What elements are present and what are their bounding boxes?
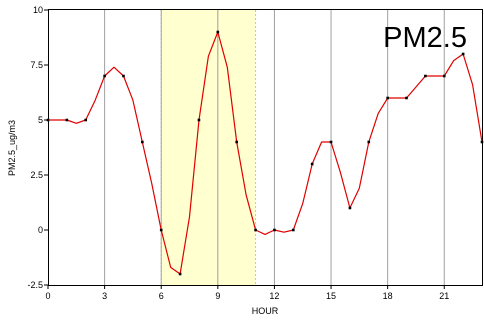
grid-layer — [104, 10, 445, 285]
x-tick-label: 6 — [159, 291, 164, 301]
chart-title: PM2.5 — [383, 22, 467, 54]
data-point — [178, 272, 182, 276]
data-point — [159, 228, 163, 232]
y-axis-label: PM2.5_ug/m3 — [7, 120, 17, 176]
x-tick-label: 3 — [102, 291, 107, 301]
data-point — [273, 228, 276, 232]
data-point — [216, 30, 220, 34]
highlight-band-layer — [160, 10, 257, 285]
x-tick-label: 12 — [269, 291, 279, 301]
data-point — [235, 140, 238, 144]
data-point — [84, 118, 88, 122]
x-axis-ticks: 0 3 6 9 12 15 18 21 — [45, 285, 449, 301]
data-point — [424, 74, 427, 78]
data-point — [329, 140, 333, 144]
series-layer — [46, 30, 484, 276]
data-point — [254, 228, 257, 232]
x-tick-label: 9 — [215, 291, 220, 301]
y-tick-label: -2.5 — [27, 280, 43, 290]
data-point — [405, 96, 408, 100]
highlight-band — [161, 10, 256, 285]
plot-frame — [48, 9, 483, 286]
data-point — [386, 96, 389, 100]
x-tick-label: 15 — [326, 291, 336, 301]
y-tick-label: 5 — [38, 115, 43, 125]
x-tick-label: 0 — [45, 291, 50, 301]
data-point — [141, 140, 144, 144]
data-point — [461, 52, 465, 56]
data-point — [197, 118, 201, 122]
data-point — [442, 74, 446, 78]
y-tick-label: 2.5 — [30, 170, 43, 180]
x-tick-label: 21 — [439, 291, 449, 301]
data-point — [292, 228, 295, 232]
y-tick-label: 7.5 — [30, 60, 43, 70]
data-point — [480, 140, 484, 144]
x-axis-label: HOUR — [252, 306, 279, 316]
series-line — [48, 31, 483, 275]
y-tick-label: 0 — [38, 225, 43, 235]
y-axis-ticks: -2.5 0 2.5 5 7.5 10 — [27, 5, 48, 290]
y-tick-label: 10 — [33, 5, 43, 15]
data-point — [65, 118, 69, 122]
data-point — [310, 162, 314, 166]
data-point — [348, 206, 352, 210]
data-point — [122, 74, 125, 78]
data-point — [367, 140, 371, 144]
x-tick-label: 18 — [383, 291, 393, 301]
data-point — [103, 74, 106, 78]
